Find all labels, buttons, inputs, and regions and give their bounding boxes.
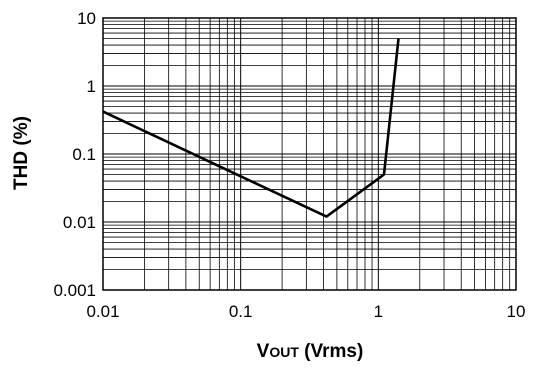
x-tick-label: 0.1: [229, 302, 253, 321]
x-tick-label: 1: [374, 302, 383, 321]
y-tick-label: 1: [87, 77, 96, 96]
y-axis-label: THD (%): [11, 116, 32, 190]
y-tick-label: 0.1: [72, 145, 96, 164]
plot-frame: [102, 17, 517, 291]
y-tick-label: 10: [77, 9, 96, 28]
tick-labels: 0.01 0.1 1 10 0.001 0.01 0.1 1 10: [53, 9, 525, 321]
x-axis-label: VOUT (Vrms): [257, 341, 364, 362]
x-tick-label: 10: [507, 302, 526, 321]
x-tick-label: 0.01: [86, 302, 119, 321]
y-tick-label: 0.01: [63, 213, 96, 232]
thd-curve: [102, 38, 400, 218]
y-tick-label: 0.001: [53, 281, 96, 300]
grid: [103, 18, 516, 290]
series-lines: [102, 38, 400, 218]
